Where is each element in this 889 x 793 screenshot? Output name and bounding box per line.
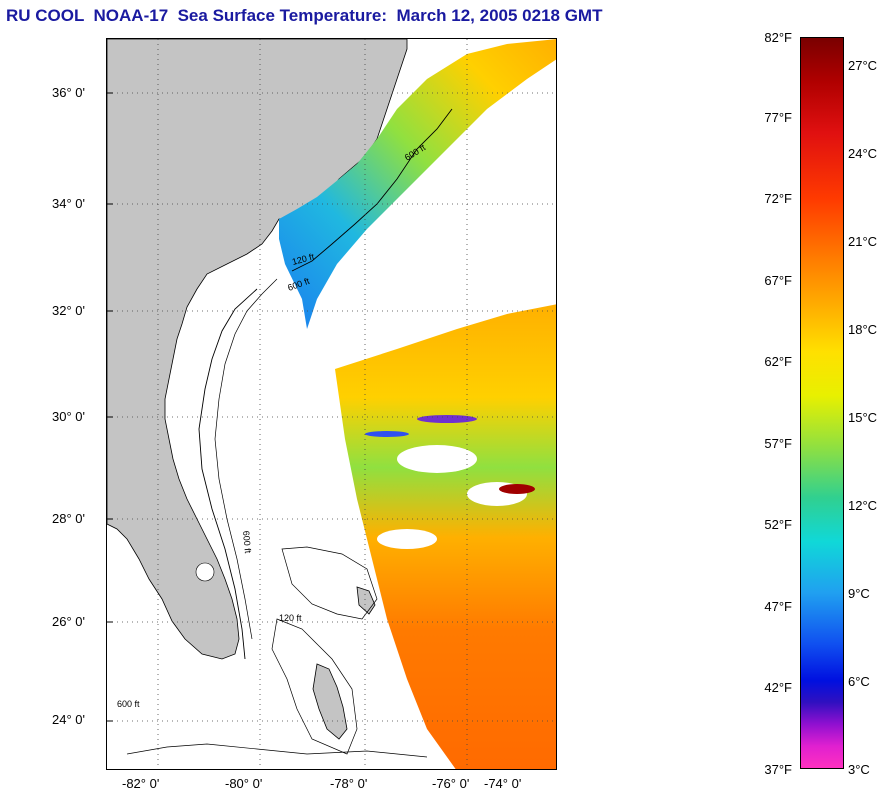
colorbar-c-label: 12°C (848, 498, 878, 513)
contour-cuba (126, 743, 428, 758)
temperature-colorbar (800, 37, 844, 769)
colorbar-f-label: 67°F (764, 273, 792, 288)
graticule (107, 39, 556, 769)
lat-label-34: 34° 0' (52, 196, 85, 211)
lon-label-80: -80° 0' (225, 776, 263, 791)
colorbar-c-label: 6°C (848, 674, 870, 689)
lon-label-74: -74° 0' (484, 776, 522, 791)
lat-label-36: 36° 0' (52, 85, 85, 100)
axis-ticks (107, 92, 113, 722)
sst-swath-south (335, 304, 556, 769)
colorbar-f-label: 72°F (764, 191, 792, 206)
contour-label: 120 ft (279, 613, 302, 623)
lat-label-30: 30° 0' (52, 409, 85, 424)
colorbar-c-label: 3°C (848, 762, 870, 777)
colorbar-c-label: 21°C (848, 234, 878, 249)
colorbar-f-label: 52°F (764, 517, 792, 532)
sst-swath-north (279, 39, 556, 329)
map-title: RU COOL NOAA-17 Sea Surface Temperature:… (6, 6, 603, 25)
colorbar-f-label: 37°F (764, 762, 792, 777)
colorbar-f-label: 62°F (764, 354, 792, 369)
contour-bahamas (271, 546, 378, 755)
colorbar-c-label: 9°C (848, 586, 870, 601)
lon-label-76: -76° 0' (432, 776, 470, 791)
lake-okeechobee (195, 562, 215, 582)
lat-label-24: 24° 0' (52, 712, 85, 727)
colorbar-c-label: 15°C (848, 410, 878, 425)
cool-streak (365, 431, 409, 437)
colorbar-f-label: 47°F (764, 599, 792, 614)
lat-label-26: 26° 0' (52, 614, 85, 629)
colorbar-f-label: 57°F (764, 436, 792, 451)
map-canvas: 600 ft 120 ft 600 ft 600 ft 600 ft 120 f… (107, 39, 556, 769)
colorbar-c-label: 24°C (848, 146, 878, 161)
lon-label-82: -82° 0' (122, 776, 160, 791)
lon-label-78: -78° 0' (330, 776, 368, 791)
colorbar-f-label: 77°F (764, 110, 792, 125)
contour-120ft (214, 278, 278, 640)
cloud-patch (397, 445, 477, 473)
cool-streak (417, 415, 477, 423)
colorbar-c-label: 27°C (848, 58, 878, 73)
warm-patch (499, 484, 535, 494)
contour-label: 600 ft (241, 530, 253, 554)
lat-label-28: 28° 0' (52, 511, 85, 526)
land-bahamas-andros (312, 663, 348, 740)
lat-label-32: 32° 0' (52, 303, 85, 318)
colorbar-f-label: 42°F (764, 680, 792, 695)
cloud-patch (377, 529, 437, 549)
colorbar-f-label: 82°F (764, 30, 792, 45)
land-bahamas-abaco (356, 586, 376, 615)
sst-map[interactable]: 600 ft 120 ft 600 ft 600 ft 600 ft 120 f… (106, 38, 557, 770)
contour-label: 600 ft (117, 699, 140, 709)
colorbar-c-label: 18°C (848, 322, 878, 337)
